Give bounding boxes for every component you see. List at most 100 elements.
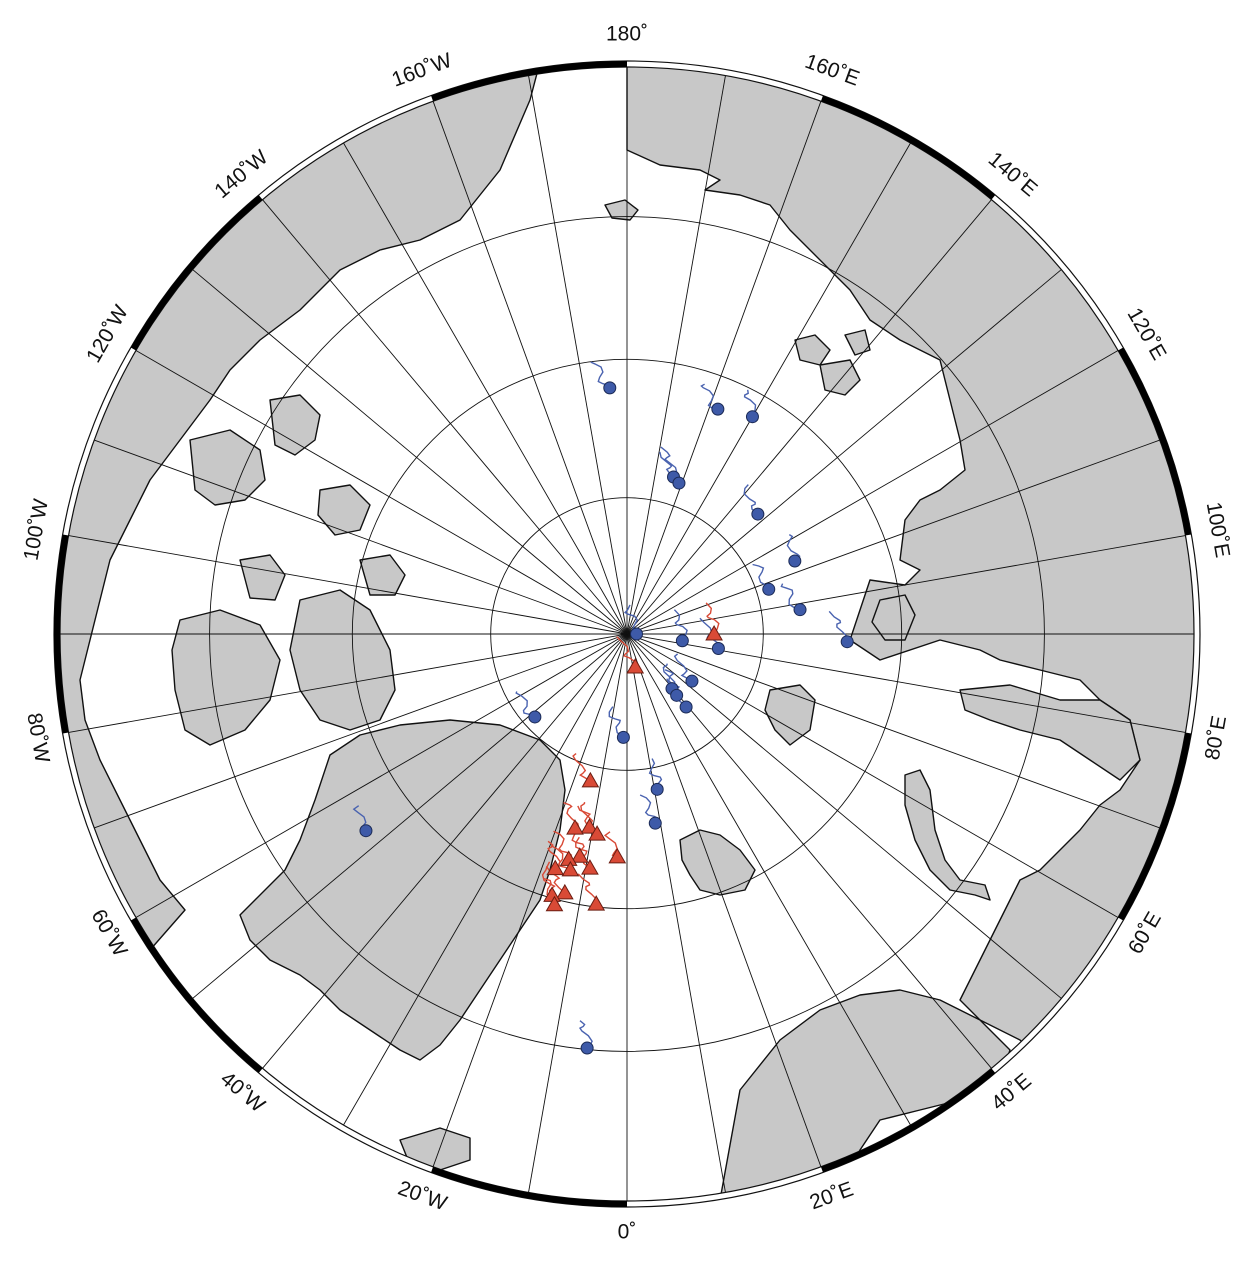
meridian-line bbox=[626, 633, 822, 1167]
land-baffin bbox=[171, 609, 281, 746]
frame-tick-segment bbox=[431, 1166, 628, 1207]
red-buoy-marker bbox=[580, 818, 599, 834]
blue-buoy-marker bbox=[359, 824, 373, 838]
blue-buoy-marker bbox=[580, 1041, 594, 1055]
blue-buoy-marker bbox=[670, 688, 684, 702]
meridian-line bbox=[626, 633, 1160, 829]
drift-track bbox=[660, 446, 678, 478]
drift-track bbox=[572, 753, 591, 782]
meridian-line bbox=[94, 439, 628, 635]
blue-buoy-marker bbox=[762, 582, 776, 596]
longitude-label: 180˚ bbox=[606, 23, 648, 46]
meridian-line bbox=[626, 535, 1186, 635]
meridian-line bbox=[343, 142, 628, 635]
meridian-line bbox=[626, 633, 1119, 918]
frame-tick-segment bbox=[130, 195, 263, 351]
red-buoy-marker bbox=[626, 657, 645, 674]
blue-buoy-marker bbox=[616, 730, 630, 744]
meridian-line bbox=[626, 439, 1160, 635]
parallel-circle bbox=[209, 216, 1045, 1052]
meridian-line bbox=[626, 269, 1062, 635]
meridian-line bbox=[94, 633, 628, 829]
red-buoy-marker bbox=[561, 860, 580, 877]
blue-buoy-marker bbox=[528, 710, 542, 724]
meridian-line bbox=[432, 101, 628, 635]
land-new-siberian-islands bbox=[794, 329, 871, 396]
meridian-line bbox=[626, 75, 726, 635]
red-buoy-marker bbox=[545, 895, 564, 912]
land-novaya-zemlya bbox=[904, 769, 991, 901]
blue-buoy-marker bbox=[648, 816, 662, 830]
drift-track bbox=[546, 861, 566, 894]
drift-track bbox=[780, 583, 801, 611]
meridian-line bbox=[68, 535, 628, 635]
land-franz-josef bbox=[764, 684, 816, 746]
parallel-circle bbox=[490, 497, 764, 771]
red-buoy-marker bbox=[705, 624, 723, 641]
drift-track bbox=[603, 831, 618, 858]
land-queen-elizabeth-islands bbox=[239, 484, 406, 601]
meridian-line bbox=[626, 633, 726, 1193]
blue-buoy-marker bbox=[672, 476, 686, 490]
land-severnaya-zemlya bbox=[871, 594, 916, 641]
meridian-line bbox=[528, 633, 628, 1193]
red-buoy-marker bbox=[566, 819, 584, 835]
blue-buoy-marker bbox=[745, 410, 759, 424]
meridian-line bbox=[343, 633, 628, 1126]
frame-tick-segment bbox=[54, 534, 69, 734]
red-buoy-marker bbox=[581, 771, 600, 788]
drift-track bbox=[648, 758, 663, 790]
meridian-line bbox=[626, 633, 911, 1126]
meridian-line bbox=[192, 633, 628, 999]
drift-track bbox=[705, 602, 720, 635]
blue-buoy-marker bbox=[685, 674, 699, 688]
blue-buoy-marker bbox=[603, 381, 617, 395]
red-buoy-marker bbox=[555, 883, 574, 900]
frame-tick-segment bbox=[130, 917, 263, 1073]
longitude-label: 0˚ bbox=[618, 1221, 637, 1244]
land-ellesmere bbox=[289, 589, 396, 731]
frame-tick-segment bbox=[1118, 732, 1192, 921]
red-buoy-marker bbox=[608, 847, 627, 864]
drift-track bbox=[547, 840, 562, 870]
drift-track bbox=[616, 636, 636, 667]
blue-buoy-marker bbox=[751, 507, 765, 521]
blue-buoy-marker bbox=[650, 782, 664, 796]
drift-track bbox=[673, 653, 693, 682]
meridian-line bbox=[68, 633, 628, 733]
meridian-line bbox=[626, 350, 1119, 635]
blue-buoy-marker bbox=[630, 627, 644, 641]
meridian-line bbox=[626, 142, 911, 635]
map-frame bbox=[53, 60, 1201, 1208]
meridian-line bbox=[626, 101, 822, 635]
frame-tick-segment bbox=[1118, 347, 1192, 536]
buoy-markers bbox=[359, 381, 854, 1055]
blue-buoy-marker bbox=[711, 641, 725, 655]
red-buoy-marker bbox=[588, 825, 606, 841]
blue-buoy-marker bbox=[788, 554, 802, 568]
land-svalbard bbox=[679, 829, 756, 896]
red-buoy-marker bbox=[546, 859, 565, 876]
meridian-line bbox=[262, 633, 628, 1069]
red-buoy-marker bbox=[570, 847, 589, 863]
blue-buoy-marker bbox=[711, 402, 725, 416]
drift-track bbox=[700, 383, 719, 410]
blue-buoy-marker bbox=[679, 700, 693, 714]
meridian-line bbox=[262, 199, 628, 635]
land-wrangel-island bbox=[604, 199, 639, 221]
frame-tick-segment bbox=[431, 61, 628, 102]
land-victoria-island bbox=[189, 429, 266, 506]
meridian-line bbox=[192, 269, 628, 635]
drift-track bbox=[673, 609, 688, 642]
meridian-line bbox=[528, 75, 628, 635]
blue-buoy-marker bbox=[840, 635, 854, 649]
meridian-line bbox=[626, 199, 992, 635]
frame-tick-segment bbox=[820, 1068, 996, 1173]
meridian-line bbox=[626, 633, 1062, 999]
drift-track bbox=[550, 844, 571, 871]
blue-buoy-marker bbox=[675, 634, 689, 648]
drift-track bbox=[515, 691, 536, 718]
blue-buoy-marker bbox=[793, 603, 807, 617]
red-buoy-marker bbox=[581, 859, 599, 875]
land-banks-island bbox=[269, 394, 321, 456]
